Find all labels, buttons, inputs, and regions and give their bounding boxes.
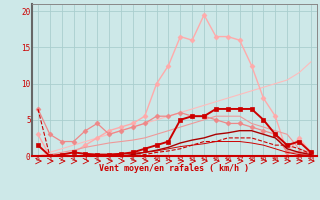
X-axis label: Vent moyen/en rafales ( km/h ): Vent moyen/en rafales ( km/h ): [100, 164, 249, 173]
